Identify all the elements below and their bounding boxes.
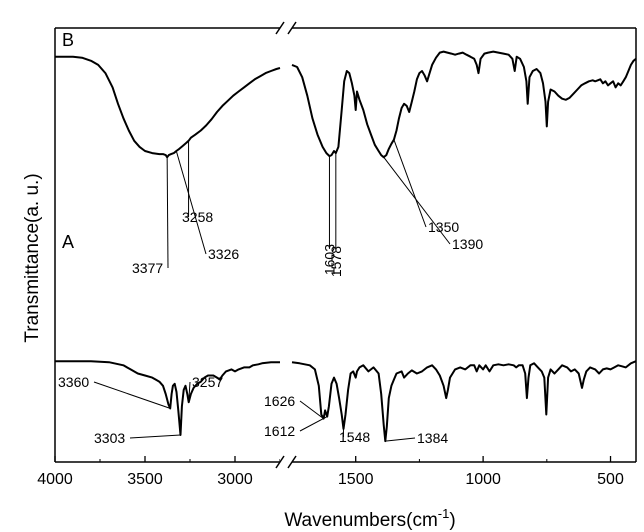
series-B-line-right [291,50,637,159]
break-slash-right-0 [287,21,297,35]
leader-3303 [129,434,181,439]
leader-3377 [166,157,169,269]
peak-label-3258: 3258 [182,209,213,225]
x-tick-label-1500: 1500 [338,471,374,488]
peak-label-3360: 3360 [58,374,89,390]
series-A-line-right [291,360,637,443]
break-gap-0 [280,22,292,34]
leader-1390 [383,156,451,245]
leader-3326 [175,150,207,255]
series-layer: AB [55,30,637,443]
peak-label-3303: 3303 [94,430,125,446]
x-tick-label-4000: 4000 [37,471,73,488]
peak-label-3377: 3377 [132,260,163,276]
leader-1612 [299,416,328,432]
break-slash-right-1 [287,455,297,469]
break-slash-left-1 [275,455,285,469]
y-axis-title: Transmittance(a. u.) [22,173,43,342]
peak-label-3257: 3257 [192,374,223,390]
x-tick-label-3000: 3000 [217,471,253,488]
axis-break-marks [275,21,297,469]
leader-1626 [299,400,324,420]
series-label-B: B [62,30,74,50]
x-tick-label-3500: 3500 [127,471,163,488]
peak-label-1350: 1350 [428,219,459,235]
peak-label-1384: 1384 [417,430,448,446]
series-label-A: A [62,232,74,252]
peak-label-1612: 1612 [264,423,295,439]
peak-label-1603: 1603 [321,244,337,275]
leader-1384 [385,437,416,442]
break-gap-1 [280,456,292,468]
plot-frame [54,27,637,463]
peak-label-1390: 1390 [452,236,483,252]
leader-3360 [93,381,171,409]
break-slash-left-0 [275,21,285,35]
peak-label-1626: 1626 [264,393,295,409]
series-A-line-left [55,360,280,436]
x-axis-title: Wavenumbers(cm-1) [284,506,455,531]
peak-label-3326: 3326 [208,246,239,262]
leader-3257 [188,381,191,403]
tick-layer: 4000 3500 3000 1500 1000 500 [37,456,624,488]
peak-label-1578: 1578 [328,246,344,277]
series-B-line-left [55,55,281,159]
peak-label-1548: 1548 [339,429,370,445]
x-tick-label-500: 500 [597,471,624,488]
leader-1350 [393,139,427,228]
x-tick-label-1000: 1000 [465,471,501,488]
